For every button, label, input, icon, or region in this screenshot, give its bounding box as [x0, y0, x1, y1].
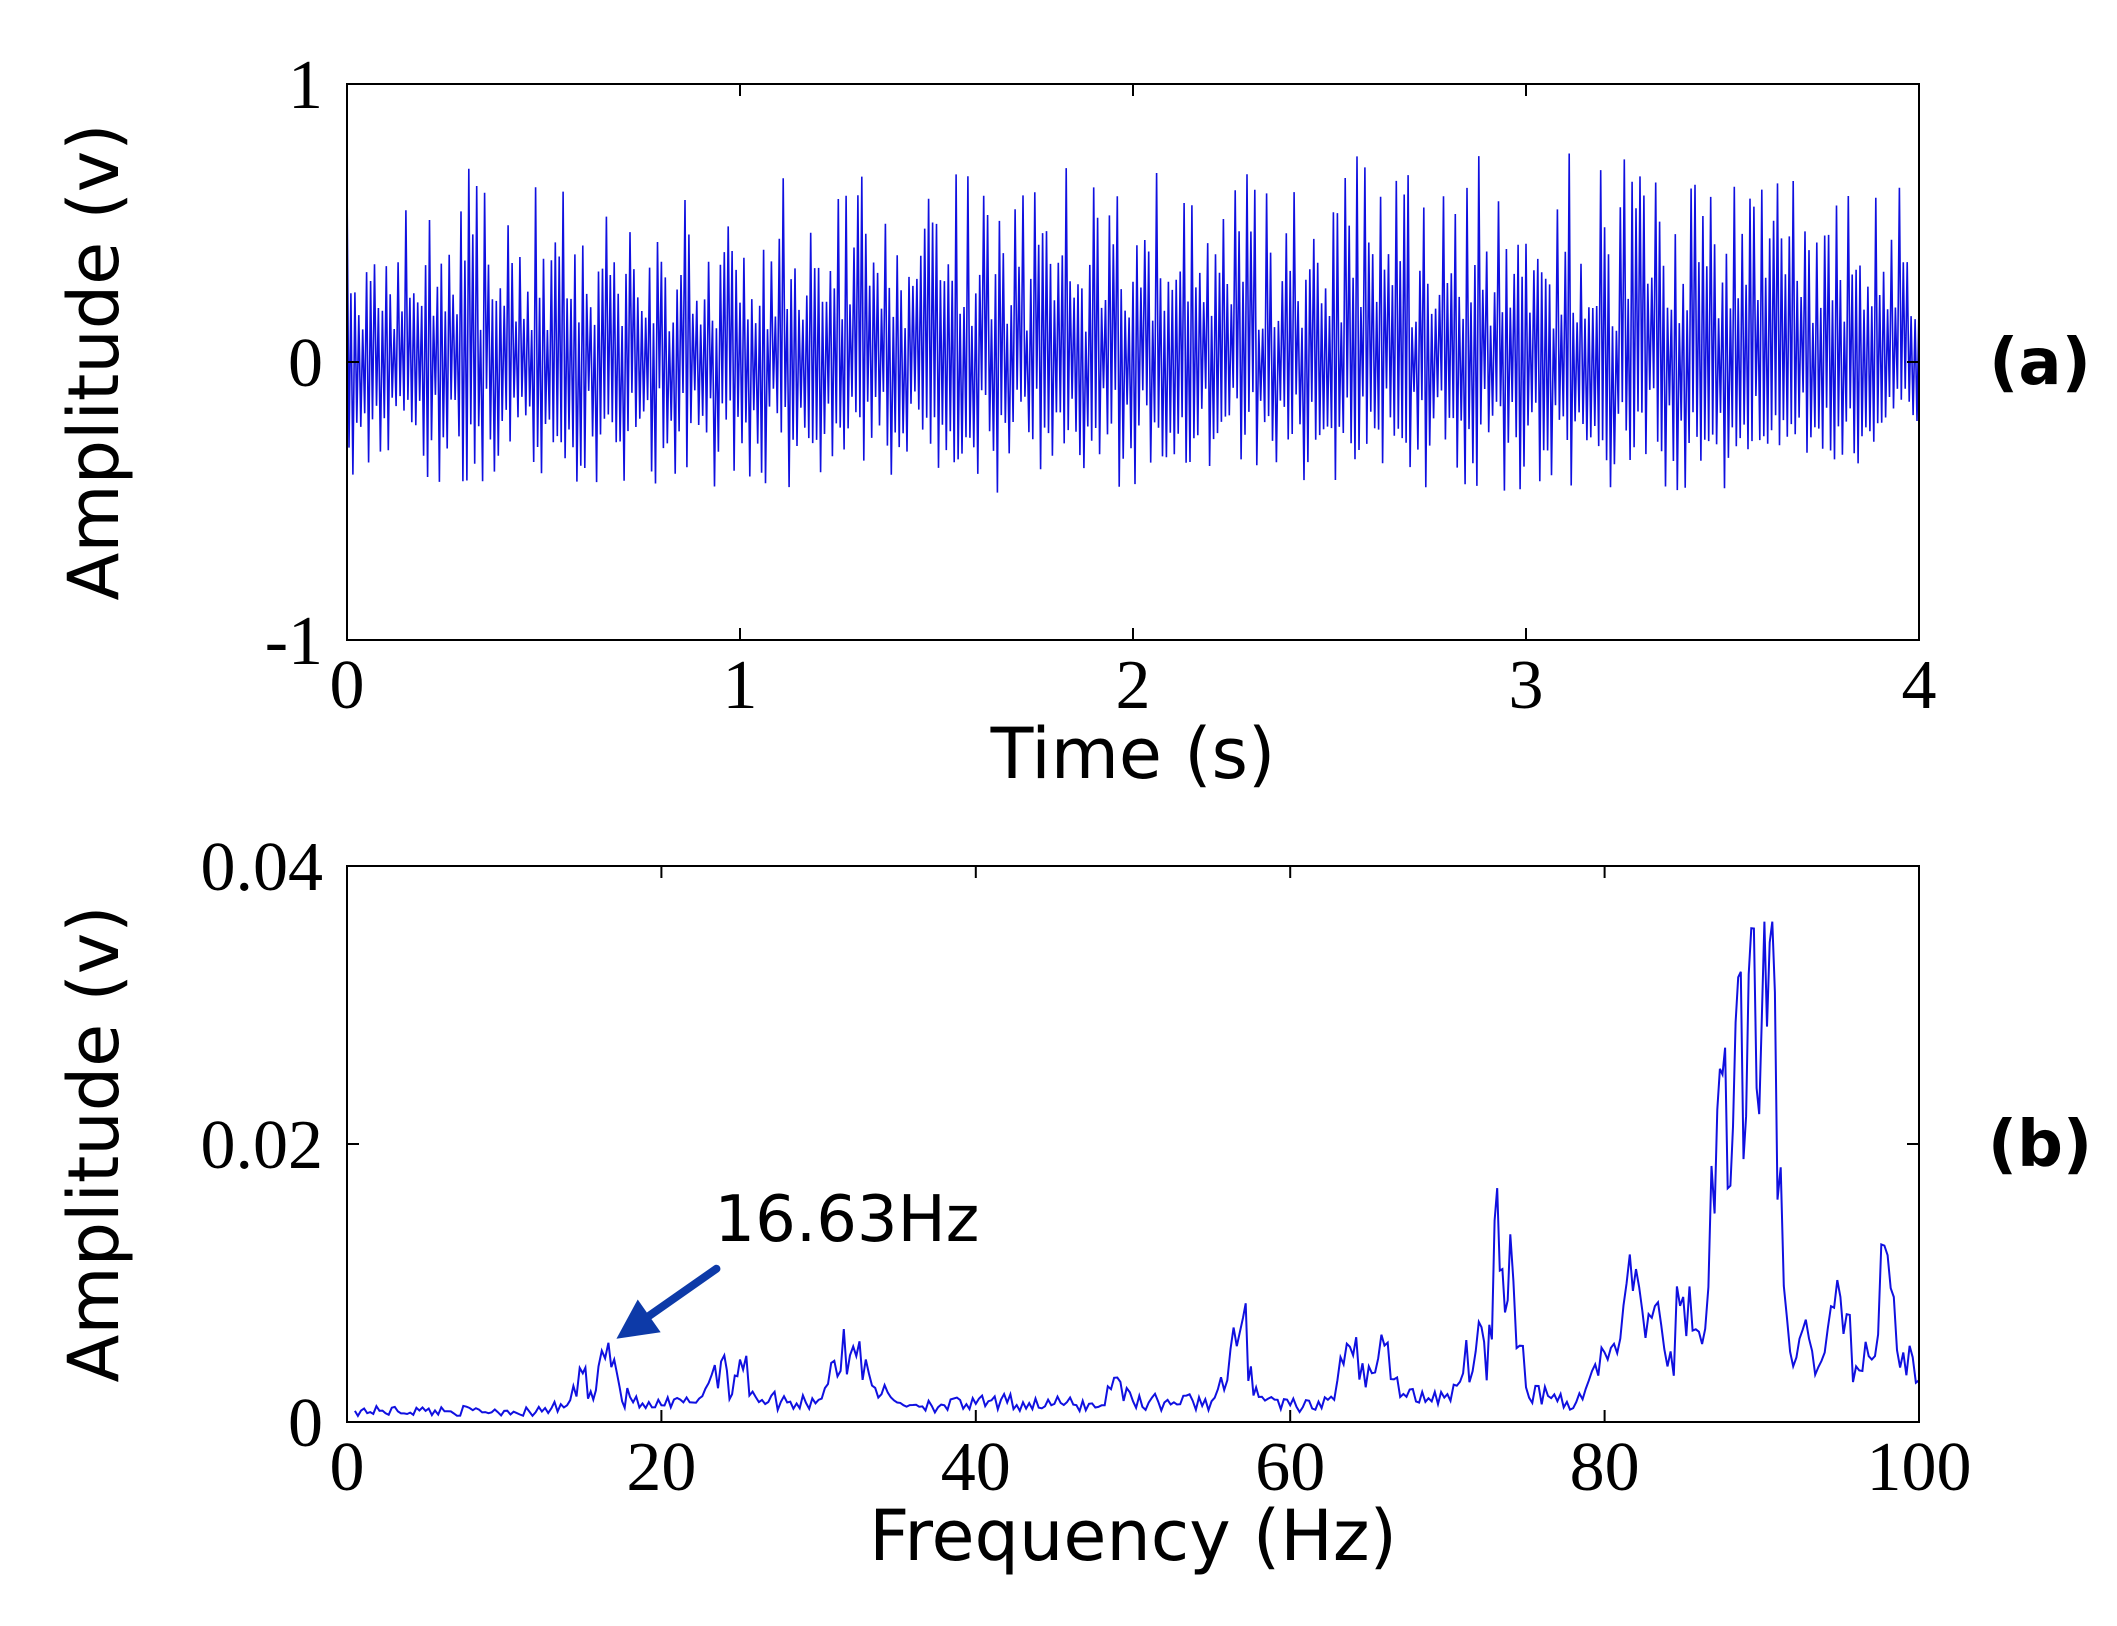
y-tick-label: -1: [265, 603, 323, 680]
panel-a-x-axis-label: Time (s): [990, 713, 1276, 795]
panel-b-ticks: 0 20 40 60 80 100 0 0.02 0.04: [201, 829, 1972, 1506]
panel-b-spectrum-line: [354, 921, 1920, 1418]
y-tick-label: 0.04: [201, 829, 324, 906]
panel-b-axes-frame: [346, 865, 1920, 1423]
x-tick-label: 20: [626, 1429, 696, 1506]
x-tick-label: 0: [330, 1429, 365, 1506]
panel-b-x-axis-label: Frequency (Hz): [869, 1495, 1397, 1577]
x-tick-label: 0: [330, 647, 365, 724]
x-tick-label: 80: [1570, 1429, 1640, 1506]
panel-a-signal-series: [346, 153, 1920, 493]
panel-a-ticks: 0 1 2 3 4-101: [265, 47, 1937, 724]
y-tick-label: 0: [288, 1385, 323, 1462]
panel-a-label: (a): [1989, 326, 2091, 400]
x-tick-label: 60: [1255, 1429, 1325, 1506]
panel-b-frequency-domain: 0 20 40 60 80 100 0 0.02 0.04 Frequency (Hz) Amp…: [53, 829, 2092, 1577]
y-tick-label: 0: [288, 325, 323, 402]
x-tick-label: 1: [723, 647, 758, 724]
annotation-arrow-shaft: [645, 1264, 721, 1320]
y-tick-label: 0.02: [201, 1107, 324, 1184]
x-tick-label: 3: [1509, 647, 1544, 724]
x-tick-label: 40: [941, 1429, 1011, 1506]
x-tick-label: 4: [1902, 647, 1937, 724]
x-tick-label: 2: [1116, 647, 1151, 724]
panel-b-label: (b): [1988, 1108, 2092, 1182]
panel-b-y-axis-label: Amplitude (v): [53, 905, 135, 1382]
panel-a-y-axis-label: Amplitude (v): [53, 123, 135, 600]
panel-a-time-domain: 0 1 2 3 4-101 Time (s) Amplitude (v) (a): [53, 47, 2091, 795]
signal-trace: [346, 153, 1920, 493]
x-tick-label: 100: [1867, 1429, 1972, 1506]
y-tick-label: 1: [288, 47, 323, 124]
peak-annotation-label: 16.63Hz: [714, 1183, 979, 1257]
annotation-arrow-head: [616, 1299, 661, 1339]
